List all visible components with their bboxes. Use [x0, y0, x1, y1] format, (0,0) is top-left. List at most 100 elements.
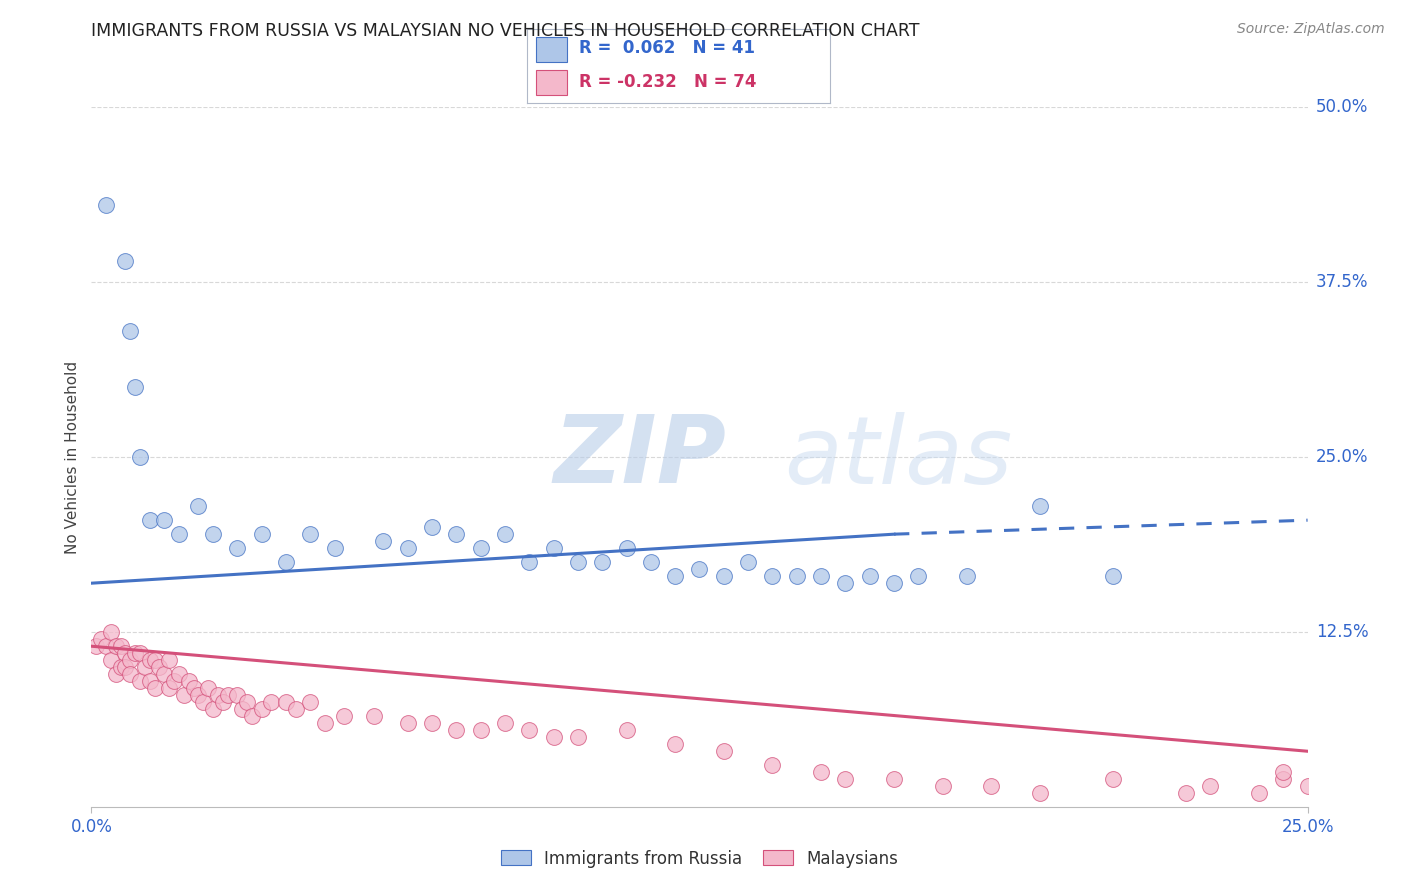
Point: [1199, 779, 1222, 793]
Point: [260, 695, 283, 709]
Point: [834, 576, 856, 591]
Text: R =  0.062   N = 41: R = 0.062 N = 41: [579, 39, 755, 57]
Point: [94, 198, 117, 212]
Text: IMMIGRANTS FROM RUSSIA VS MALAYSIAN NO VEHICLES IN HOUSEHOLD CORRELATION CHART: IMMIGRANTS FROM RUSSIA VS MALAYSIAN NO V…: [91, 22, 920, 40]
Point: [737, 555, 759, 569]
Text: 12.5%: 12.5%: [1316, 624, 1368, 641]
Text: atlas: atlas: [785, 411, 1012, 503]
Point: [616, 541, 638, 556]
Point: [100, 625, 122, 640]
Point: [761, 569, 783, 583]
Point: [591, 555, 613, 569]
Point: [494, 527, 516, 541]
Point: [883, 576, 905, 591]
Text: 25.0%: 25.0%: [1316, 448, 1368, 467]
Point: [883, 772, 905, 787]
Point: [834, 772, 856, 787]
Point: [859, 569, 882, 583]
Point: [274, 695, 297, 709]
Point: [139, 674, 162, 689]
Point: [299, 695, 322, 709]
Point: [187, 688, 209, 702]
Point: [197, 681, 219, 696]
Point: [129, 450, 152, 464]
Point: [543, 541, 565, 556]
Point: [231, 702, 253, 716]
Point: [139, 653, 162, 667]
Point: [104, 639, 127, 653]
Point: [517, 723, 540, 738]
Point: [810, 569, 832, 583]
Bar: [536, 70, 567, 95]
Point: [1247, 786, 1270, 800]
Point: [470, 541, 492, 556]
Bar: [536, 37, 567, 62]
Point: [187, 499, 209, 513]
Point: [173, 688, 195, 702]
Text: 37.5%: 37.5%: [1316, 273, 1368, 291]
Point: [323, 541, 346, 556]
Point: [786, 569, 808, 583]
Point: [314, 716, 336, 731]
Point: [120, 324, 142, 338]
Point: [250, 527, 273, 541]
Point: [688, 562, 710, 576]
Point: [167, 527, 190, 541]
Point: [129, 674, 152, 689]
Point: [1102, 772, 1125, 787]
Point: [420, 716, 443, 731]
Point: [616, 723, 638, 738]
Point: [1102, 569, 1125, 583]
Point: [143, 681, 166, 696]
Point: [1029, 786, 1052, 800]
Point: [250, 702, 273, 716]
Point: [110, 660, 132, 674]
Point: [1272, 765, 1295, 780]
Point: [207, 688, 229, 702]
Point: [363, 709, 385, 723]
Point: [120, 653, 142, 667]
Point: [157, 653, 180, 667]
Point: [153, 513, 176, 527]
Point: [1175, 786, 1198, 800]
Point: [274, 555, 297, 569]
Point: [333, 709, 356, 723]
Point: [1296, 779, 1319, 793]
Point: [240, 709, 263, 723]
Point: [193, 695, 215, 709]
Point: [444, 723, 467, 738]
Text: R = -0.232   N = 74: R = -0.232 N = 74: [579, 73, 756, 91]
Point: [420, 520, 443, 534]
Point: [139, 513, 162, 527]
Point: [373, 534, 395, 549]
Text: ZIP: ZIP: [554, 411, 727, 503]
Point: [143, 653, 166, 667]
Point: [124, 646, 146, 660]
Point: [517, 555, 540, 569]
Point: [211, 695, 233, 709]
Point: [226, 541, 249, 556]
Point: [148, 660, 170, 674]
Point: [100, 653, 122, 667]
Point: [284, 702, 307, 716]
Point: [444, 527, 467, 541]
Point: [299, 527, 322, 541]
Point: [183, 681, 205, 696]
Point: [226, 688, 249, 702]
Point: [931, 779, 953, 793]
Point: [114, 254, 136, 268]
Point: [84, 639, 107, 653]
Point: [396, 541, 419, 556]
Point: [129, 646, 152, 660]
Point: [120, 667, 142, 681]
Point: [713, 744, 735, 758]
Point: [110, 639, 132, 653]
Point: [163, 674, 186, 689]
Point: [640, 555, 662, 569]
Y-axis label: No Vehicles in Household: No Vehicles in Household: [65, 360, 80, 554]
Point: [956, 569, 979, 583]
Point: [761, 758, 783, 772]
Point: [114, 646, 136, 660]
Point: [167, 667, 190, 681]
Point: [114, 660, 136, 674]
